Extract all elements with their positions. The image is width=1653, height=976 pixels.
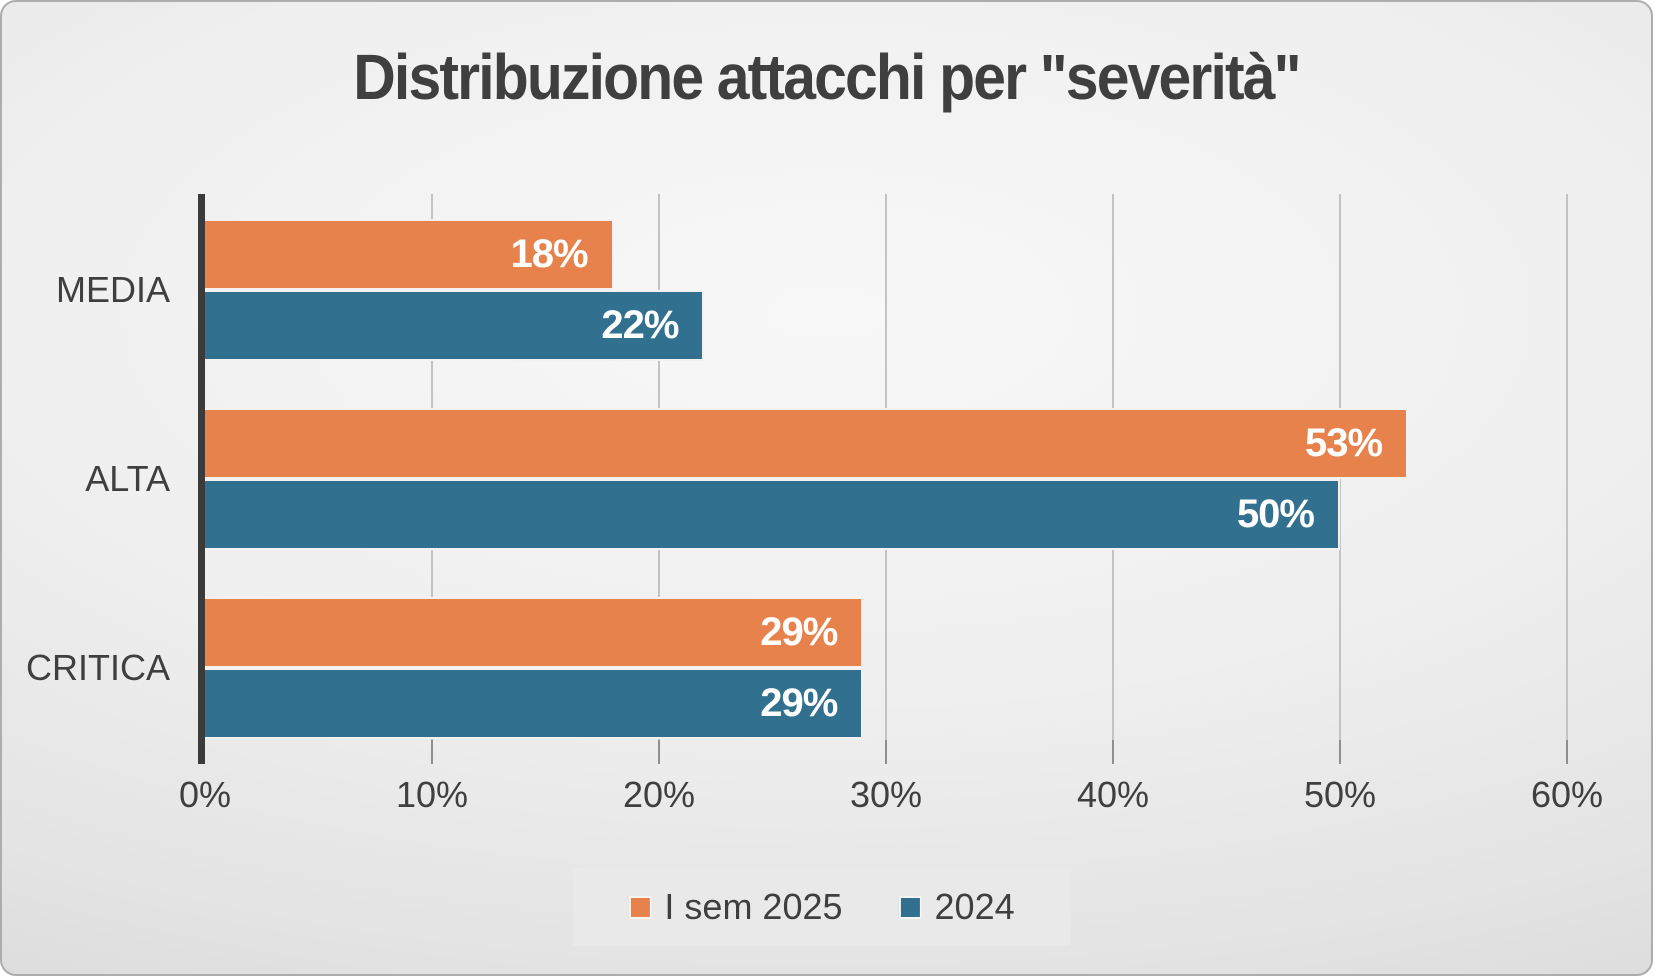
tick-mark [431, 740, 433, 764]
tick-mark [1112, 740, 1114, 764]
legend-item-i-sem-2025: I sem 2025 [628, 886, 843, 928]
category-label-alta: ALTA [85, 458, 170, 499]
category-label-media: MEDIA [55, 269, 170, 310]
x-tick-label-10: 10% [395, 774, 469, 815]
bar-value-label: 50% [1236, 492, 1315, 536]
bar-value-label: 22% [601, 303, 679, 347]
x-tick-label-20: 20% [622, 774, 696, 815]
bar-critica-2024: 29% [205, 668, 864, 739]
x-axis-tick-labels: 0% 10% 20% 30% 40% 50% 60% [179, 774, 1603, 822]
legend-label: I sem 2025 [664, 886, 843, 927]
bar-media-i-sem-2025: 18% [205, 219, 614, 290]
bar-group-media: 18% 22% [205, 219, 1567, 361]
bar-alta-i-sem-2025: 53% [205, 408, 1409, 479]
bar-value-label: 29% [760, 610, 838, 654]
tick-mark [885, 740, 887, 764]
x-tick-label-50: 50% [1303, 774, 1377, 815]
x-tick-label-40: 40% [1076, 774, 1150, 815]
bar-critica-i-sem-2025: 29% [205, 597, 864, 668]
bar-group-alta: 53% 50% [205, 408, 1567, 550]
gridline [1566, 194, 1568, 740]
x-tick-label-60: 60% [1530, 774, 1604, 815]
legend-item-2024: 2024 [898, 886, 1015, 928]
bar-media-2024: 22% [205, 290, 705, 361]
plot-area: 18% 22% 53% 50% 29% 29% [198, 194, 1568, 764]
legend-swatch [628, 895, 652, 919]
bar-groups: 18% 22% 53% 50% 29% 29% [205, 194, 1567, 740]
bar-value-label: 53% [1305, 421, 1383, 465]
y-axis-line [198, 194, 205, 764]
x-tick-label-0: 0% [178, 774, 232, 815]
legend: I sem 2025 2024 [572, 868, 1071, 946]
chart-title: Distribuzione attacchi per "severità" [353, 41, 1301, 113]
tick-mark [658, 740, 660, 764]
bar-alta-2024: 50% [205, 479, 1340, 550]
tick-mark [1566, 740, 1568, 764]
bar-value-label: 29% [760, 681, 838, 725]
bar-group-critica: 29% 29% [205, 597, 1567, 739]
bar-value-label: 18% [510, 232, 589, 276]
category-axis-labels: MEDIA ALTA CRITICA [2, 194, 170, 740]
legend-swatch [898, 895, 922, 919]
category-label-critica: CRITICA [26, 647, 170, 688]
legend-label: 2024 [934, 886, 1015, 927]
x-tick-label-30: 30% [849, 774, 923, 815]
tick-mark [1339, 740, 1341, 764]
